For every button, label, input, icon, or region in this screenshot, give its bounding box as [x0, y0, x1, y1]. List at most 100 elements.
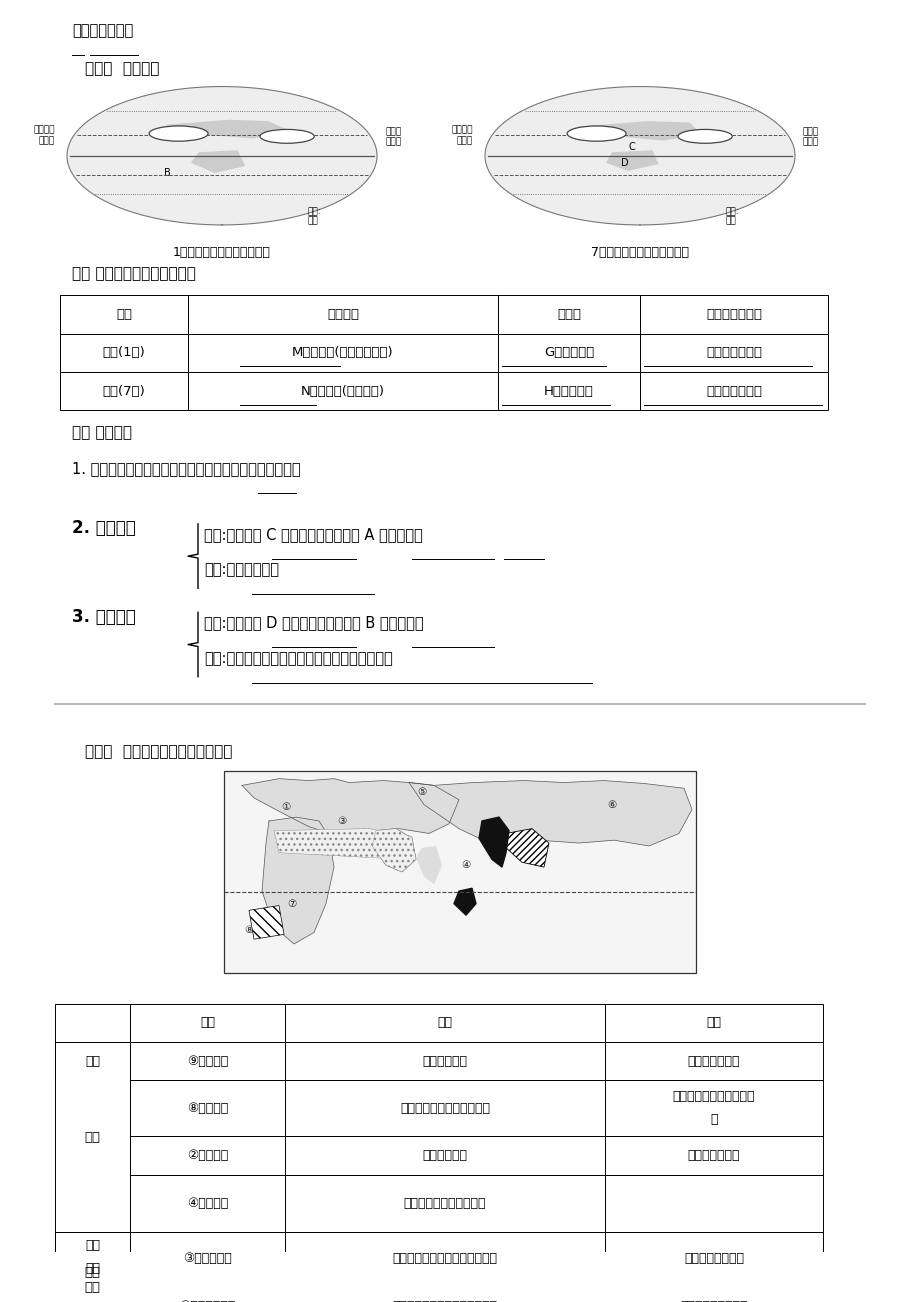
Polygon shape	[453, 888, 475, 915]
Bar	[55, 1042, 130, 1081]
Ellipse shape	[566, 126, 625, 141]
Bar	[605, 1285, 823, 1302]
Bar	[497, 296, 640, 333]
Text: 全年高温，呈干湿季分明: 全年高温，呈干湿季分明	[403, 1197, 486, 1210]
Text: ②: ②	[297, 841, 306, 852]
Text: ①地中海气候，: ①地中海气候，	[179, 1299, 235, 1302]
Bar	[605, 1137, 823, 1174]
Text: 成因:海陋热力差异、气压带和风带的季节移动。: 成因:海陋热力差异、气压带和风带的季节移动。	[204, 651, 392, 665]
Text: 夏季焱热干燥、冬季温和多雨，: 夏季焱热干燥、冬季温和多雨，	[392, 1299, 497, 1302]
Polygon shape	[479, 818, 508, 867]
Polygon shape	[191, 150, 245, 173]
Bar	[285, 1004, 605, 1042]
Bar	[285, 1137, 605, 1174]
Bar	[640, 296, 827, 333]
Ellipse shape	[149, 126, 208, 141]
Polygon shape	[274, 828, 412, 859]
Text: 亚热
带，: 亚热 带，	[85, 1266, 100, 1294]
Bar	[640, 372, 827, 410]
Bar	[187, 333, 497, 372]
Ellipse shape	[260, 129, 314, 143]
Bar	[285, 1042, 605, 1081]
Text: ⑤: ⑤	[417, 788, 426, 797]
Text: ⑧草原气候: ⑧草原气候	[187, 1101, 228, 1115]
Bar	[605, 1233, 823, 1285]
Text: 热带: 热带	[85, 1055, 100, 1068]
Polygon shape	[574, 121, 701, 141]
Ellipse shape	[677, 129, 732, 143]
Bar	[605, 1081, 823, 1137]
Text: M: M	[172, 128, 185, 141]
Bar	[55, 1233, 130, 1302]
Bar	[130, 1137, 285, 1174]
Bar	[60, 296, 187, 333]
Polygon shape	[371, 828, 415, 872]
Bar	[130, 1233, 285, 1285]
Text: G: G	[281, 130, 292, 143]
Text: 7月份气压中心分布与夏季风: 7月份气压中心分布与夏季风	[590, 246, 688, 259]
Text: 洋高压: 洋高压	[802, 138, 818, 146]
Text: 气压带: 气压带	[39, 135, 55, 145]
Text: B: B	[165, 168, 171, 178]
Text: 风向: 风向	[724, 216, 735, 225]
Text: 冬季(1月): 冬季(1月)	[103, 346, 145, 359]
Bar	[285, 1174, 605, 1233]
Text: 风向: 风向	[307, 216, 318, 225]
Text: 1. 季风：大范围地区盛行风向随季节作有规律变化的风。: 1. 季风：大范围地区盛行风向随季节作有规律变化的风。	[72, 461, 301, 477]
Text: 副极地低气压带: 副极地低气压带	[705, 346, 761, 359]
Text: 风向:夏季盛行 C 东南季风、冬季盛行 A 西北季风。: 风向:夏季盛行 C 东南季风、冬季盛行 A 西北季风。	[204, 527, 423, 542]
Text: 被切断的气压带: 被切断的气压带	[705, 307, 761, 320]
Text: 亚热: 亚热	[85, 1240, 100, 1253]
Text: 亚欧大陆: 亚欧大陆	[326, 307, 358, 320]
Text: C: C	[629, 142, 635, 152]
Polygon shape	[371, 828, 415, 872]
Text: 夏季(7月): 夏季(7月)	[103, 385, 145, 397]
Bar	[55, 1042, 130, 1233]
Polygon shape	[160, 120, 291, 138]
Text: ③: ③	[337, 816, 346, 825]
Bar	[55, 1233, 130, 1285]
Text: ⑦: ⑦	[287, 898, 296, 909]
Text: 北大西: 北大西	[384, 128, 401, 137]
Text: ②沙漠气候: ②沙漠气候	[187, 1148, 228, 1161]
Text: 副极地低: 副极地低	[33, 125, 55, 134]
Text: ⑧: ⑧	[244, 924, 254, 935]
Bar	[60, 372, 187, 410]
Text: ③季风气候，: ③季风气候，	[183, 1253, 232, 1266]
Bar	[60, 333, 187, 372]
Text: 成因: 成因	[706, 1017, 720, 1030]
Bar	[605, 1042, 823, 1081]
Text: 二、 季风环流: 二、 季风环流	[72, 424, 131, 440]
Bar	[285, 1081, 605, 1137]
Text: 气压带: 气压带	[457, 135, 472, 145]
Text: 热带: 热带	[85, 1130, 100, 1143]
Text: 2. 东亚季风: 2. 东亚季风	[72, 519, 136, 538]
Polygon shape	[504, 828, 549, 867]
Text: D: D	[620, 158, 628, 168]
Text: 全年高温，干湿季明显交替: 全年高温，干湿季明显交替	[400, 1101, 490, 1115]
Bar	[130, 1004, 285, 1042]
Bar	[130, 1042, 285, 1081]
Text: 副热带高压控制: 副热带高压控制	[687, 1148, 740, 1161]
Bar	[187, 372, 497, 410]
Text: H: H	[699, 130, 709, 143]
Bar	[605, 1004, 823, 1042]
Bar	[497, 333, 640, 372]
Text: 制: 制	[709, 1113, 717, 1126]
Text: 考点二  季风环流: 考点二 季风环流	[85, 61, 159, 77]
Text: 带，: 带，	[85, 1262, 100, 1275]
Text: 考点三  气压带和风带对气候的影响: 考点三 气压带和风带对气候的影响	[85, 743, 233, 759]
Text: 一、 海陆分布对气压带的影响: 一、 海陆分布对气压带的影响	[72, 267, 196, 281]
Polygon shape	[242, 779, 459, 836]
Text: 特征: 特征	[437, 1017, 452, 1030]
Text: 3. 南亚季风: 3. 南亚季风	[72, 608, 136, 625]
Bar	[640, 333, 827, 372]
Polygon shape	[606, 150, 658, 171]
Text: 图例:: 图例:	[724, 207, 738, 216]
Text: 类型: 类型	[199, 1017, 215, 1030]
Text: 季节: 季节	[116, 307, 131, 320]
Text: ⑨雨林气候: ⑨雨林气候	[187, 1055, 228, 1068]
Text: 西风带和副热带高压: 西风带和副热带高压	[679, 1299, 747, 1302]
Text: 全年焱热干燥: 全年焱热干燥	[422, 1148, 467, 1161]
Bar	[187, 296, 497, 333]
